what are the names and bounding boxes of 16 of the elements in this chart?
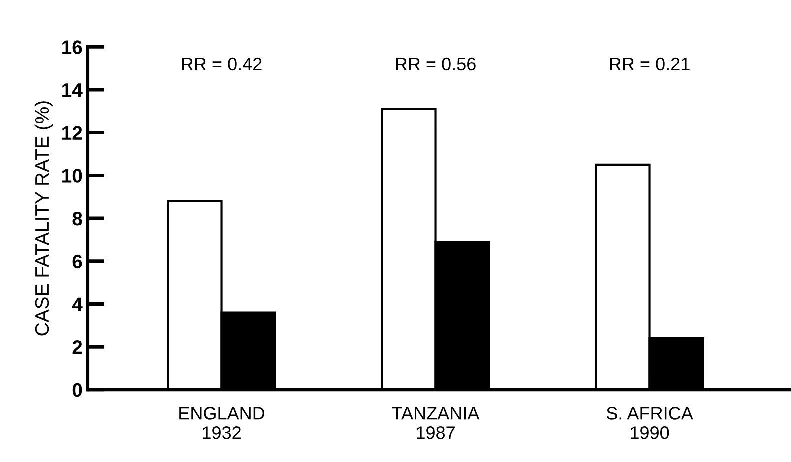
y-tick-label: 14: [62, 84, 83, 98]
y-tick-label: 4: [72, 298, 83, 312]
y-tick-label: 16: [62, 40, 82, 54]
y-axis-title: CASE FATALITY RATE (%): [34, 102, 53, 336]
x-tick-label: S. AFRICA 1990: [606, 407, 694, 440]
y-tick-label: 12: [62, 126, 82, 140]
x-tick-label: TANZANIA 1987: [392, 407, 480, 440]
y-tick-label: 2: [72, 340, 82, 354]
x-tick-label: ENGLAND 1932: [180, 407, 265, 440]
y-tick-label: 10: [62, 169, 82, 183]
annotation: RR = 0.56: [396, 58, 476, 71]
annotation: RR = 0.21: [610, 58, 690, 71]
y-tick-label: 0: [72, 383, 82, 398]
y-tick-label: 8: [72, 212, 82, 226]
annotation: RR = 0.42: [182, 58, 262, 71]
y-tick-label: 6: [72, 254, 82, 269]
